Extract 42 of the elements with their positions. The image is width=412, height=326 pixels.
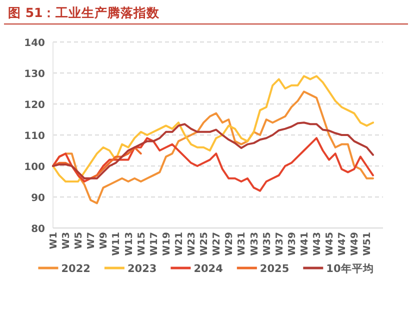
x-tick-label: W43 xyxy=(312,232,324,256)
y-tick-label: 80 xyxy=(31,224,46,235)
y-tick-label: 130 xyxy=(24,69,46,80)
x-tick-label: W29 xyxy=(224,232,236,256)
x-tick-label: W37 xyxy=(274,232,286,256)
x-tick-label: W3 xyxy=(61,232,72,250)
legend-label: 10年平均 xyxy=(326,262,374,275)
legend-label: 2025 xyxy=(260,263,290,275)
y-tick-label: 90 xyxy=(31,193,46,204)
x-tick-label: W1 xyxy=(48,232,60,250)
y-tick-label: 100 xyxy=(24,162,46,173)
line-series xyxy=(52,137,374,192)
x-tick-label: W25 xyxy=(199,232,210,256)
x-tick-label: W49 xyxy=(350,232,361,256)
y-tick-label: 140 xyxy=(24,38,46,49)
x-tick-label: W15 xyxy=(136,232,148,256)
y-tick-label: 110 xyxy=(24,131,46,142)
x-tick-label: W7 xyxy=(86,232,98,250)
legend-label: 2022 xyxy=(61,263,90,275)
legend-label: 2024 xyxy=(194,263,223,275)
x-tick-label: W17 xyxy=(148,232,160,256)
x-tick-label: W13 xyxy=(124,232,135,256)
x-tick-label: W31 xyxy=(236,232,248,256)
line-series xyxy=(52,122,374,180)
x-tick-label: W45 xyxy=(324,232,336,256)
x-tick-label: W33 xyxy=(249,232,260,256)
x-tick-label: W27 xyxy=(212,232,223,256)
y-tick-label: 120 xyxy=(24,100,46,111)
x-tick-label: W19 xyxy=(161,232,172,256)
x-tick-label: W11 xyxy=(111,232,122,256)
x-tick-label: W21 xyxy=(174,232,185,256)
x-tick-label: W5 xyxy=(74,232,85,250)
chart-title: 图 51：工业生产腾落指数 xyxy=(8,5,161,20)
x-tick-label: W51 xyxy=(362,232,374,256)
x-tick-label: W35 xyxy=(262,232,273,256)
x-tick-label: W39 xyxy=(286,232,298,256)
x-tick-label: W47 xyxy=(337,232,348,256)
legend-label: 2023 xyxy=(127,263,157,275)
x-tick-label: W41 xyxy=(299,232,310,256)
line-series xyxy=(52,75,374,182)
x-tick-label: W9 xyxy=(98,232,110,250)
x-tick-label: W23 xyxy=(186,232,198,256)
